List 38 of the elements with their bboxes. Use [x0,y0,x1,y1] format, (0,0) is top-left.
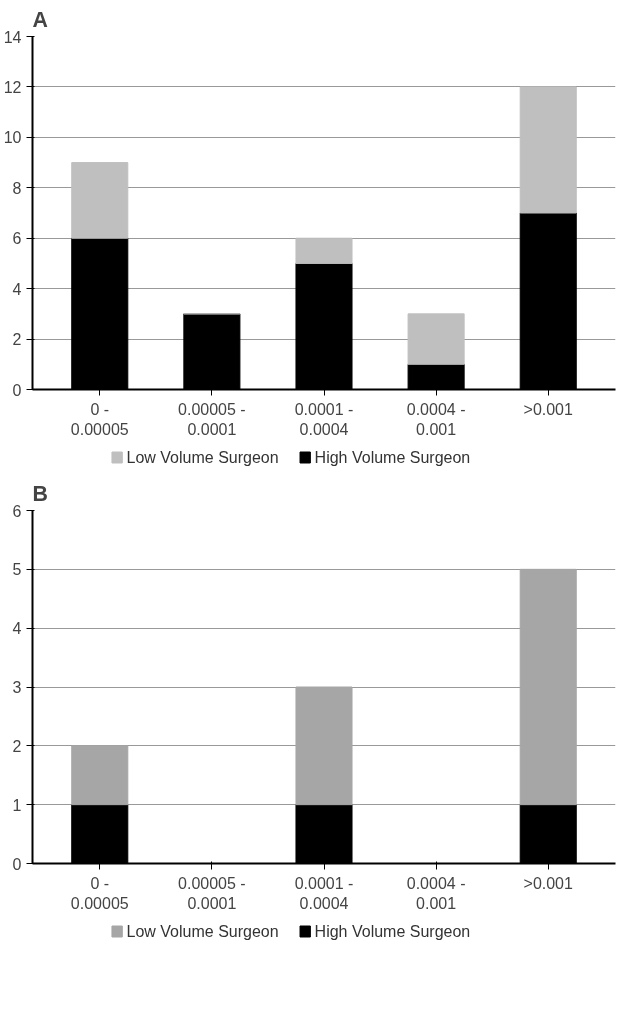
x-tick-label: 0.00005 - 0.0001 [178,874,246,912]
y-tick-label: 2 [12,737,22,755]
y-tick-label: 12 [3,78,22,96]
x-tick-label: 0.0004 - 0.001 [406,400,466,438]
legend-label: Low Volume Surgeon [126,449,279,466]
bar [407,313,465,365]
x-tick-label: >0.001 [523,400,574,418]
y-tick-label: 2 [12,331,22,349]
legend-label: High Volume Surgeon [314,923,471,940]
x-tick-label: 0 - 0.00005 [70,874,129,912]
x-tick-label: 0.00005 - 0.0001 [178,400,246,438]
bar [295,237,353,264]
y-tick-label: 14 [3,28,22,46]
x-tick-label: 0.0004 - 0.001 [406,874,466,912]
y-tick-label: 3 [12,679,22,696]
x-tick-label: >0.001 [523,874,574,892]
x-tick-label: 0 - 0.00005 [70,400,129,438]
x-tick-label: 0.0001 - 0.0004 [294,874,354,912]
y-tick-label: 6 [12,230,22,248]
bar [71,162,129,239]
y-tick-label: 0 [12,381,22,399]
bar [71,745,129,806]
bar [519,86,577,214]
y-tick-label: 8 [12,179,22,197]
y-tick-label: 5 [12,561,22,579]
chart-title: A [32,7,48,32]
legend-label: High Volume Surgeon [314,449,471,466]
y-tick-label: 10 [3,129,22,147]
bar [295,686,353,806]
legend-label: Low Volume Surgeon [126,923,279,940]
y-tick-label: 0 [12,855,22,873]
y-tick-label: 6 [12,502,22,520]
y-tick-label: 4 [12,280,22,298]
bar [519,568,577,806]
chart-title: B [32,481,48,506]
x-tick-label: 0.0001 - 0.0004 [294,400,354,438]
y-tick-label: 1 [12,796,22,814]
y-tick-label: 4 [12,620,22,638]
